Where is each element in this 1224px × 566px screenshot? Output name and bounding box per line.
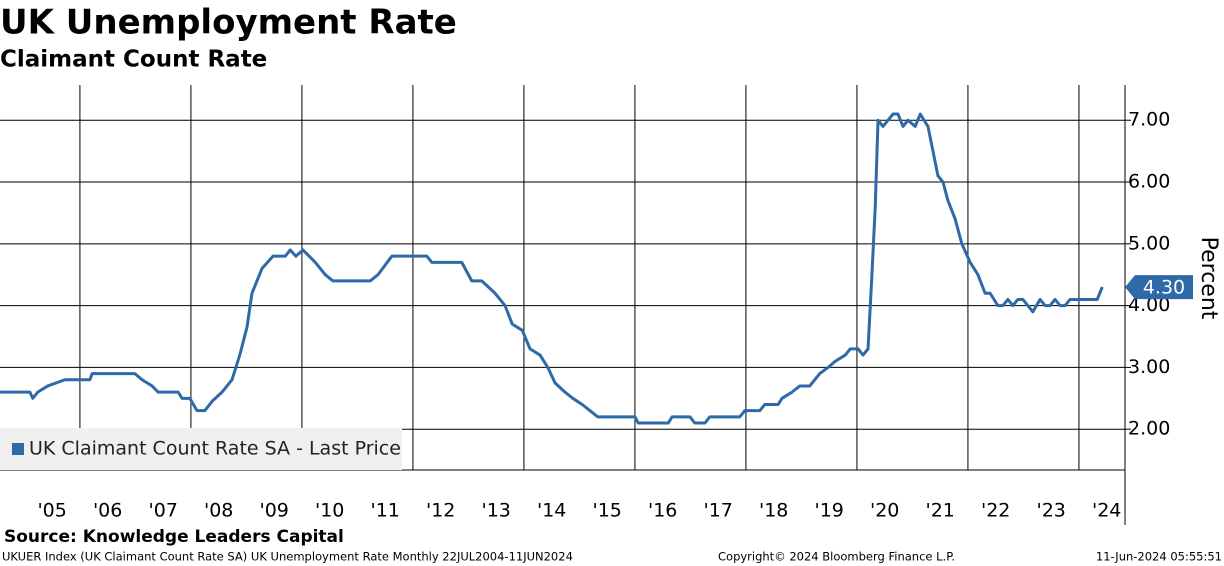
- x-tick-label: '14: [537, 500, 566, 522]
- y-tick-label: 5.00: [1128, 232, 1170, 254]
- last-value-label: 4.30: [1143, 277, 1185, 299]
- data-line: [0, 112, 1104, 425]
- x-tick-label: '08: [204, 500, 233, 522]
- x-tick-label: '23: [1036, 500, 1065, 522]
- last-value-tag: [1125, 275, 1193, 300]
- x-tick-label: '17: [703, 500, 732, 522]
- x-tick-label: '12: [426, 500, 455, 522]
- y-tick-label: 4.00: [1128, 294, 1170, 316]
- y-tick-label: 3.00: [1128, 356, 1170, 378]
- chart-subtitle: Claimant Count Rate: [0, 47, 267, 73]
- legend-label: UK Claimant Count Rate SA - Last Price: [29, 438, 401, 460]
- x-tick-label: '20: [870, 500, 899, 522]
- x-tick-label: '21: [925, 500, 954, 522]
- x-tick-label: '07: [148, 500, 177, 522]
- x-tick-label: '19: [814, 500, 843, 522]
- footer-right: 11-Jun-2024 05:55:51: [1096, 550, 1222, 564]
- x-tick-label: '05: [37, 500, 66, 522]
- x-tick-label: '06: [93, 500, 122, 522]
- legend-swatch: [12, 443, 24, 455]
- x-tick-label: '15: [592, 500, 621, 522]
- x-tick-label: '10: [315, 500, 344, 522]
- y-tick-label: 2.00: [1128, 418, 1170, 440]
- x-tick-label: '22: [981, 500, 1010, 522]
- footer-left: UKUER Index (UK Claimant Count Rate SA) …: [2, 550, 573, 564]
- x-tick-label: '11: [370, 500, 399, 522]
- y-tick-label: 6.00: [1128, 171, 1170, 193]
- source: Source: Knowledge Leaders Capital: [4, 527, 344, 547]
- x-tick-label: '09: [259, 500, 288, 522]
- y-tick-label: 7.00: [1128, 109, 1170, 131]
- y-axis-label: Percent: [1196, 237, 1221, 320]
- x-tick-label: '13: [481, 500, 510, 522]
- chart-title: UK Unemployment Rate: [0, 3, 457, 43]
- x-tick-label: '16: [648, 500, 677, 522]
- legend-box: [0, 428, 402, 470]
- footer-center: Copyright© 2024 Bloomberg Finance L.P.: [718, 550, 955, 564]
- x-tick-label: '24: [1092, 500, 1121, 522]
- x-tick-label: '18: [759, 500, 788, 522]
